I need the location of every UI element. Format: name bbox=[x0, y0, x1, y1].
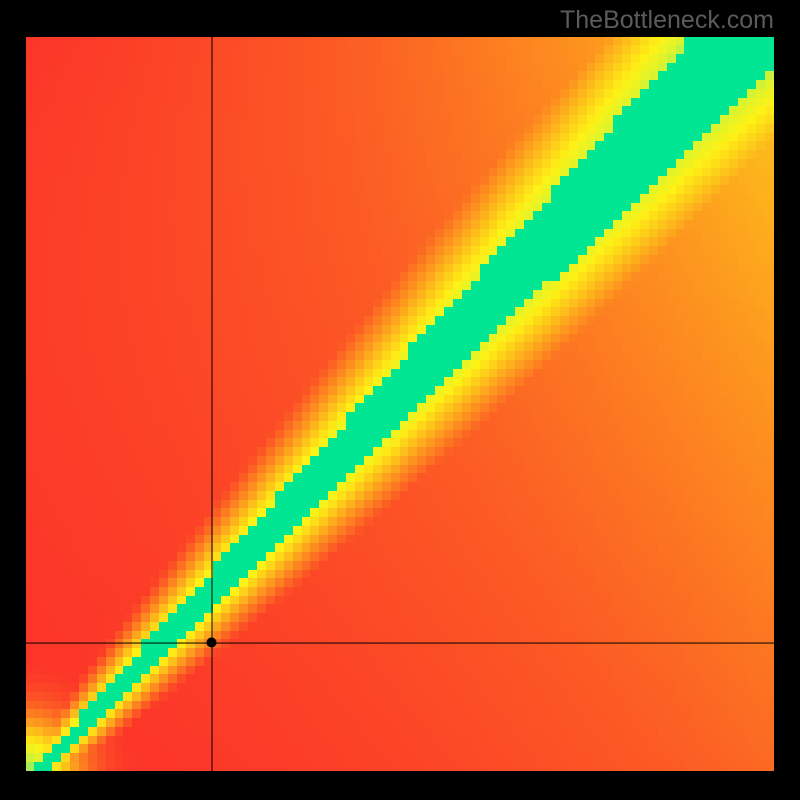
watermark-text: TheBottleneck.com bbox=[560, 6, 774, 35]
heatmap-canvas bbox=[26, 37, 774, 771]
heatmap-plot bbox=[26, 37, 774, 771]
chart-frame: TheBottleneck.com bbox=[0, 0, 800, 800]
